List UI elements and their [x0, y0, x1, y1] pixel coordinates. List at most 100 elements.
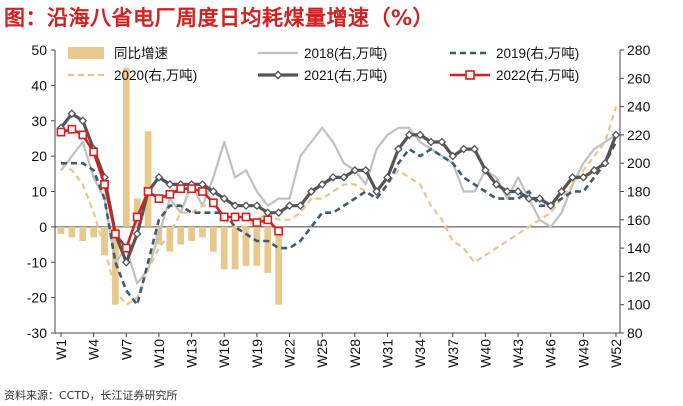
x-tick-label: W4: [86, 339, 102, 360]
x-tick-label: W49: [575, 339, 591, 368]
legend-marker: [273, 70, 283, 80]
x-tick-label: W28: [347, 339, 363, 368]
point-2021-w26: [328, 173, 338, 182]
legend-label: 2020(右,万吨): [114, 68, 197, 83]
left-tick-label: 30: [31, 113, 47, 129]
legend-item-4: 2021(右,万吨): [258, 68, 387, 83]
right-tick-label: 220: [627, 127, 651, 143]
bar-yoy-w15: [209, 226, 217, 252]
point-2022-w15: [208, 198, 218, 208]
point-2022-w18: [241, 212, 251, 222]
legend-label: 2021(右,万吨): [304, 68, 387, 83]
bar-yoy-w11: [166, 226, 174, 252]
point-2021-w19: [252, 201, 262, 210]
point-2021-w33: [404, 130, 414, 140]
x-tick-label: W46: [543, 339, 559, 368]
point-2022-w9: [143, 187, 153, 196]
point-2021-w28: [350, 165, 360, 175]
point-2021-w23: [296, 201, 305, 210]
bar-yoy-w4: [90, 226, 98, 238]
legend-label: 同比增速: [114, 46, 168, 61]
x-tick-label: W19: [249, 339, 265, 368]
legend-item-1: 2018(右,万吨): [258, 46, 387, 61]
point-2021-w30: [372, 187, 381, 196]
bar-yoy-w19: [253, 226, 261, 266]
right-tick-label: 240: [627, 99, 651, 115]
point-2021-w10: [154, 173, 164, 182]
point-2021-w44: [524, 194, 534, 203]
point-2022-w2: [67, 124, 77, 134]
point-2021-w42: [502, 187, 512, 196]
point-2021-w21: [274, 208, 283, 218]
point-2022-w13: [187, 184, 196, 194]
bar-yoy-w9: [144, 131, 152, 227]
point-2021-w34: [415, 130, 425, 140]
x-tick-label: W16: [216, 339, 232, 368]
point-2021-w18: [241, 201, 251, 210]
point-2021-w51: [600, 158, 610, 168]
right-tick-label: 100: [627, 297, 651, 313]
left-tick-label: 10: [31, 184, 47, 200]
point-2021-w29: [361, 165, 371, 175]
point-2021-w47: [557, 187, 566, 196]
point-2021-w52: [611, 130, 621, 140]
point-2021-w27: [339, 173, 349, 182]
point-2022-w19: [252, 218, 262, 228]
legend-item-5: 2022(右,万吨): [450, 68, 579, 83]
left-tick-label: -20: [27, 290, 47, 306]
axes-layer: [51, 49, 624, 337]
point-2022-w1: [56, 127, 66, 137]
point-2021-w15: [209, 187, 218, 196]
x-tick-label: W52: [608, 339, 624, 368]
x-tick-label: W34: [412, 339, 428, 368]
bar-yoy-w3: [79, 226, 87, 242]
right-tick-label: 140: [627, 240, 651, 256]
right-tick-label: 260: [627, 70, 651, 86]
point-2022-w11: [165, 189, 175, 199]
point-2021-w31: [383, 173, 392, 182]
bar-yoy-w20: [264, 226, 272, 273]
point-2022-w5: [100, 180, 109, 189]
bar-yoy-w21: [275, 226, 283, 305]
point-2022-w7: [121, 243, 131, 253]
bar-yoy-w12: [177, 226, 185, 245]
legend-layer: 同比增速 2018(右,万吨) 2019(右,万吨) 2020(右,万吨) 2021(右…: [68, 46, 579, 83]
point-2021-w49: [579, 173, 588, 182]
point-2022-w20: [263, 215, 273, 225]
source-note: 资料来源：CCTD，长江证券研究所: [4, 389, 178, 402]
x-tick-label: W37: [445, 339, 461, 368]
left-tick-label: -10: [27, 254, 47, 270]
right-tick-label: 280: [627, 42, 651, 58]
point-2022-w10: [154, 194, 164, 203]
point-2021-w40: [481, 165, 490, 175]
point-2021-w8: [132, 229, 142, 239]
bar-yoy-w2: [68, 226, 76, 238]
x-tick-label: W13: [184, 339, 200, 368]
bar-yoy-w1: [57, 226, 65, 234]
legend-label: 2018(右,万吨): [304, 46, 387, 61]
legend-item-0: 同比增速: [68, 46, 168, 61]
right-tick-label: 200: [627, 155, 651, 171]
point-2021-w36: [437, 137, 447, 147]
point-2021-w37: [448, 151, 458, 161]
point-2022-w8: [132, 212, 142, 222]
point-2021-w11: [165, 180, 175, 189]
bar-yoy-w14: [199, 226, 206, 238]
x-tick-label: W10: [151, 339, 167, 368]
x-tick-label: W1: [53, 339, 69, 360]
legend-item-2: 2019(右,万吨): [450, 46, 579, 61]
point-2021-w38: [459, 144, 468, 154]
bar-yoy-w17: [231, 226, 239, 270]
point-2022-w4: [89, 147, 99, 157]
legend-label: 2019(右,万吨): [496, 46, 579, 61]
point-2021-w32: [394, 144, 403, 154]
point-2021-w39: [470, 144, 479, 154]
point-2021-w2: [67, 109, 77, 118]
line-layer: [56, 106, 621, 306]
point-2022-w6: [111, 229, 120, 239]
series-line-0: [60, 126, 617, 285]
legend-marker: [465, 70, 475, 80]
left-tick-label: 50: [31, 42, 47, 58]
point-2021-w35: [426, 137, 436, 147]
